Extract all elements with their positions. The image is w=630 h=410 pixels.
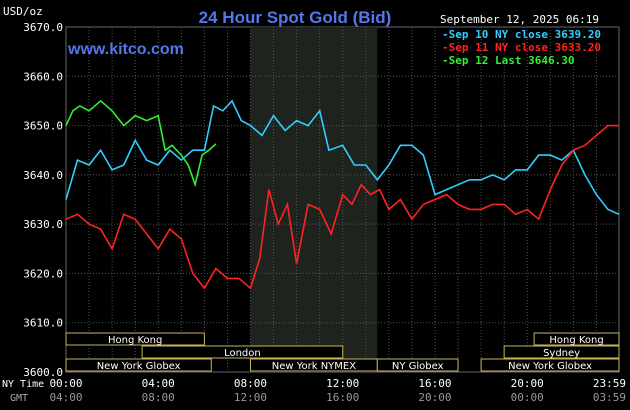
x-tick-ny: 23:59 (593, 377, 626, 390)
y-tick-label: 3600.0 (23, 366, 63, 379)
y-axis-ticks: 3670.0 3660.0 3650.0 3640.0 3630.0 3620.0 3610… (23, 21, 63, 379)
x-tick-gmt: 04:00 (49, 391, 82, 404)
chart-title: 24 Hour Spot Gold (Bid) (199, 8, 392, 27)
grid (66, 27, 619, 372)
x-tick-ny: 08:00 (234, 377, 267, 390)
unit-label: USD/oz (3, 5, 43, 18)
ny-time-label: NY Time (2, 379, 44, 390)
market-sessions: Hong Kong London New York Globex New York N… (65, 332, 620, 372)
y-tick-label: 3640.0 (23, 169, 63, 182)
x-tick-gmt: 16:00 (326, 391, 359, 404)
y-tick-label: 3610.0 (23, 317, 63, 330)
y-tick-label: 3670.0 (23, 21, 63, 34)
y-tick-label: 3660.0 (23, 70, 63, 83)
series-lines (65, 99, 620, 290)
nymex-shade (250, 27, 378, 372)
x-tick-ny: 04:00 (142, 377, 175, 390)
session-box (503, 345, 620, 359)
website-label[interactable]: www.kitco.com (67, 41, 184, 58)
legend-entry: -Sep 12 Last 3646.30 (442, 54, 574, 67)
series-line-sep-10 (65, 99, 620, 216)
y-tick-label: 3630.0 (23, 218, 63, 231)
series-line-sep-11 (65, 124, 619, 290)
session-label: NY Globex (392, 361, 444, 372)
gmt-label: GMT (10, 393, 28, 404)
y-tick-label: 3620.0 (23, 267, 63, 280)
session-label: New York Globex (97, 361, 181, 372)
x-tick-gmt: 00:00 (511, 391, 544, 404)
x-tick-ny: 16:00 (418, 377, 451, 390)
session-box (376, 358, 459, 372)
x-tick-gmt: 08:00 (142, 391, 175, 404)
legend-entry: -Sep 11 NY close 3633.20 (442, 41, 601, 54)
series-line-sep-12 (65, 99, 217, 188)
x-tick-gmt: 12:00 (234, 391, 267, 404)
x-tick-gmt: 20:00 (418, 391, 451, 404)
x-tick-ny: 20:00 (511, 377, 544, 390)
session-label: Hong Kong (549, 335, 603, 346)
session-label: New York Globex (508, 361, 592, 372)
timestamp: September 12, 2025 06:19 (440, 13, 599, 26)
session-box (480, 358, 620, 372)
x-tick-gmt: 03:59 (593, 391, 626, 404)
session-label: Sydney (543, 348, 580, 359)
legend: -Sep 10 NY close 3639.20-Sep 11 NY close… (442, 28, 601, 67)
session-box (65, 358, 212, 372)
x-tick-ny: 12:00 (326, 377, 359, 390)
session-label: Hong Kong (108, 335, 162, 346)
x-axis-ticks: 00:0004:0004:0008:0008:0012:0012:0016:00… (49, 377, 626, 404)
session-box (65, 332, 205, 346)
x-tick-ny: 00:00 (49, 377, 82, 390)
legend-entry: -Sep 10 NY close 3639.20 (442, 28, 601, 41)
y-tick-label: 3650.0 (23, 120, 63, 133)
session-box (533, 332, 620, 346)
session-label: London (224, 348, 261, 359)
session-box (141, 345, 344, 359)
session-label: New York NYMEX (272, 361, 357, 372)
